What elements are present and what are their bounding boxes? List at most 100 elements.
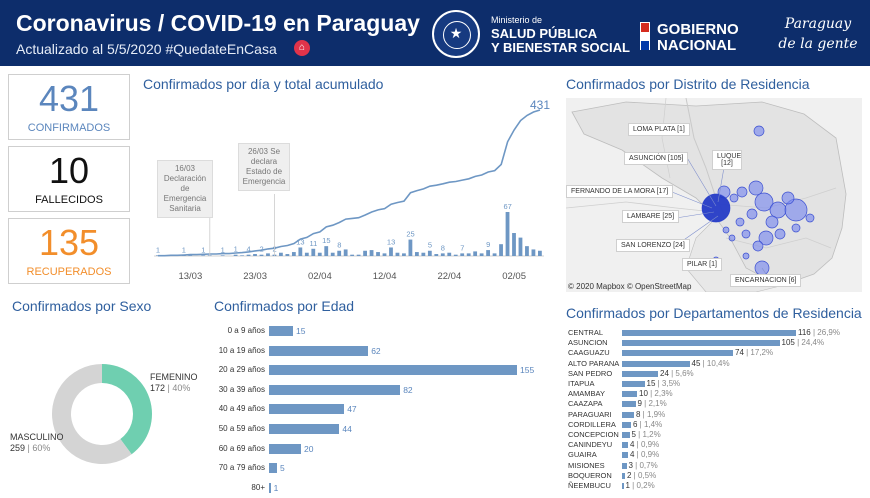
department-row: CAAZAPA 9 | 2,1% <box>566 399 862 409</box>
cumulative-end-label: 431 <box>530 98 550 112</box>
daily-bar <box>486 250 490 256</box>
daily-bar <box>357 255 361 256</box>
age-bar <box>269 444 301 454</box>
department-bar <box>622 381 645 387</box>
age-row: 70 a 79 años 5 <box>214 461 544 475</box>
department-value-label: 105 | 24,4% <box>782 338 825 348</box>
department-label: AMAMBAY <box>568 389 605 399</box>
department-label: CANINDEYU <box>568 440 612 450</box>
age-row: 0 a 9 años 15 <box>214 324 544 338</box>
department-row: CAAGUAZU 74 | 17,2% <box>566 348 862 358</box>
department-label: ASUNCION <box>568 338 608 348</box>
department-value-label: 4 | 0,9% <box>630 450 659 460</box>
age-bar <box>269 365 517 375</box>
age-bar <box>269 483 271 493</box>
age-row: 80+ 1 <box>214 481 544 495</box>
department-bar <box>622 391 637 397</box>
department-label: CAAGUAZU <box>568 348 610 358</box>
department-row: GUAIRA 4 | 0,9% <box>566 450 862 460</box>
age-bar <box>269 346 368 356</box>
department-label: ALTO PARANA <box>568 359 619 369</box>
department-value-label: 9 | 2,1% <box>638 399 667 409</box>
daily-bar <box>260 255 264 256</box>
department-bar <box>622 401 636 407</box>
department-row: ITAPUA 15 | 3,5% <box>566 379 862 389</box>
department-value-label: 10 | 2,3% <box>639 389 673 399</box>
department-label: MISIONES <box>568 461 605 471</box>
map-bubble-asuncion <box>702 194 730 222</box>
daily-bar-label: 8 <box>337 241 341 250</box>
daily-bar-label: 9 <box>486 240 490 249</box>
map-label-fernando-de-la-mora: FERNANDO DE LA MORA [17] <box>566 185 673 198</box>
age-bar <box>269 326 293 336</box>
age-chart-title: Confirmados por Edad <box>214 298 354 314</box>
daily-bar <box>298 247 302 256</box>
daily-bar <box>331 253 335 256</box>
age-value-label: 1 <box>274 481 279 495</box>
age-value-label: 15 <box>296 324 305 338</box>
sex-male-label: MASCULINO 259 | 60% <box>10 432 64 454</box>
kpi-recovered-value: 135 <box>9 223 129 263</box>
daily-bar <box>473 251 477 256</box>
department-row: CENTRAL 116 | 26,9% <box>566 328 862 338</box>
department-value-label: 5 | 1,2% <box>632 430 661 440</box>
age-row: 40 a 49 años 47 <box>214 402 544 416</box>
department-bar <box>622 371 658 377</box>
gobierno-nacional-logo: GOBIERNO NACIONAL <box>657 22 739 54</box>
department-value-label: 3 | 0,7% <box>629 461 658 471</box>
map-attribution: © 2020 Mapbox © OpenStreetMap <box>568 282 691 291</box>
daily-bar-label: 25 <box>406 230 414 239</box>
daily-bar <box>434 254 438 256</box>
department-label: CORDILLERA <box>568 420 616 430</box>
daily-bar <box>221 255 225 256</box>
kpi-confirmed-value: 431 <box>9 79 129 119</box>
department-bar <box>622 452 628 458</box>
map-label-lambare: LAMBARE [25] <box>622 210 679 223</box>
daily-bar <box>396 253 400 256</box>
map-label-encarnacion: ENCARNACION [6] <box>730 274 801 287</box>
daily-bar <box>370 250 374 256</box>
daily-bar <box>532 249 536 256</box>
daily-bar <box>454 255 458 256</box>
department-row: CONCEPCION 5 | 1,2% <box>566 430 862 440</box>
map-label-asuncion: ASUNCIÓN [105] <box>624 152 688 165</box>
kpi-recovered-label: RECUPERADOS <box>9 266 129 278</box>
department-label: ÑEEMBUCU <box>568 481 611 491</box>
daily-bar <box>292 252 296 256</box>
daily-bar <box>324 246 328 256</box>
department-bar <box>622 340 780 346</box>
kpi-recovered-card: 135 RECUPERADOS <box>8 218 130 284</box>
map-label-pilar: PILAR [1] <box>682 258 722 271</box>
daily-bar <box>519 238 523 256</box>
x-tick-label: 22/04 <box>437 271 461 282</box>
daily-bar <box>389 247 393 256</box>
age-value-label: 44 <box>342 422 351 436</box>
age-row: 60 a 69 años 20 <box>214 442 544 456</box>
department-bar <box>622 463 627 469</box>
header-banner: Coronavirus / COVID-19 en Paraguay Actua… <box>0 0 870 66</box>
daily-bar <box>305 253 309 256</box>
department-label: SAN PEDRO <box>568 369 612 379</box>
daily-chart-title: Confirmados por día y total acumulado <box>143 76 383 92</box>
age-value-label: 47 <box>347 402 356 416</box>
department-value-label: 116 | 26,9% <box>798 328 840 338</box>
daily-bar <box>285 254 289 256</box>
age-category-label: 20 a 29 años <box>214 363 265 377</box>
department-label: ITAPUA <box>568 379 595 389</box>
ministry-prefix: Ministerio de <box>491 15 542 25</box>
age-category-label: 0 a 9 años <box>214 324 265 338</box>
age-bar <box>269 385 400 395</box>
kpi-deaths-label: FALLECIDOS <box>9 194 129 206</box>
daily-bar <box>428 251 432 256</box>
department-value-label: 15 | 3,5% <box>647 379 681 389</box>
district-map[interactable]: LOMA PLATA [1] ASUNCIÓN [105] LUQUE [12]… <box>566 98 862 292</box>
department-value-label: 6 | 1,4% <box>633 420 662 430</box>
annotation-emergency-sanitaria: 16/03 Declaración de Emergencia Sanitari… <box>157 160 213 218</box>
department-value-label: 45 | 10,4% <box>692 359 730 369</box>
department-value-label: 24 | 5,6% <box>660 369 694 379</box>
daily-bar <box>376 252 380 256</box>
page-subtitle: Actualizado al 5/5/2020 #QuedateEnCasa <box>16 41 277 57</box>
x-tick-label: 02/05 <box>502 271 526 282</box>
daily-bar <box>383 253 387 256</box>
daily-bar <box>318 253 322 256</box>
